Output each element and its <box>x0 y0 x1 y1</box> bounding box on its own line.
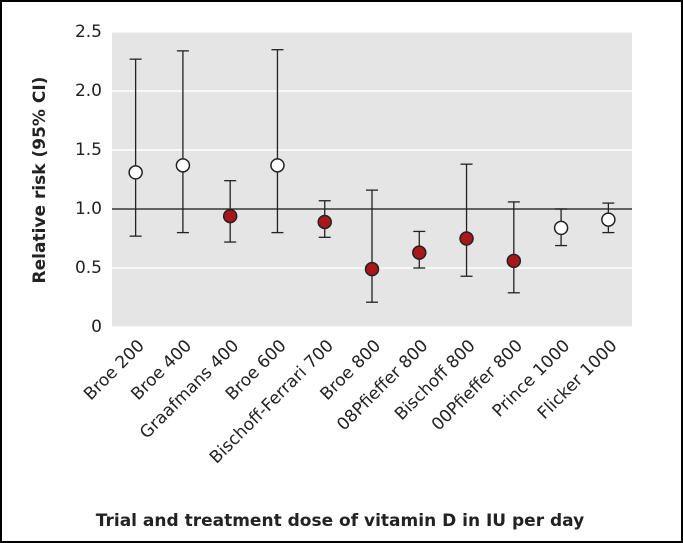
point <box>128 165 143 180</box>
y-tick-label: 1.0 <box>75 199 102 219</box>
y-tick-label: 2.0 <box>75 81 102 101</box>
y-tick-label: 2.5 <box>75 22 102 42</box>
y-tick-label: 1.5 <box>75 140 102 160</box>
point <box>175 158 191 173</box>
point <box>317 214 332 230</box>
point <box>553 220 569 236</box>
y-tick-label: 0 <box>91 317 102 337</box>
point <box>222 208 238 224</box>
y-tick-label: 0.5 <box>75 258 102 278</box>
point <box>364 261 380 277</box>
x-axis-title: Trial and treatment dose of vitamin D in… <box>96 511 584 531</box>
point <box>506 253 522 269</box>
y-axis-title: Relative risk (95% CI) <box>30 77 50 284</box>
point <box>270 158 285 173</box>
point <box>601 212 616 227</box>
point <box>412 245 427 260</box>
point <box>459 231 474 246</box>
